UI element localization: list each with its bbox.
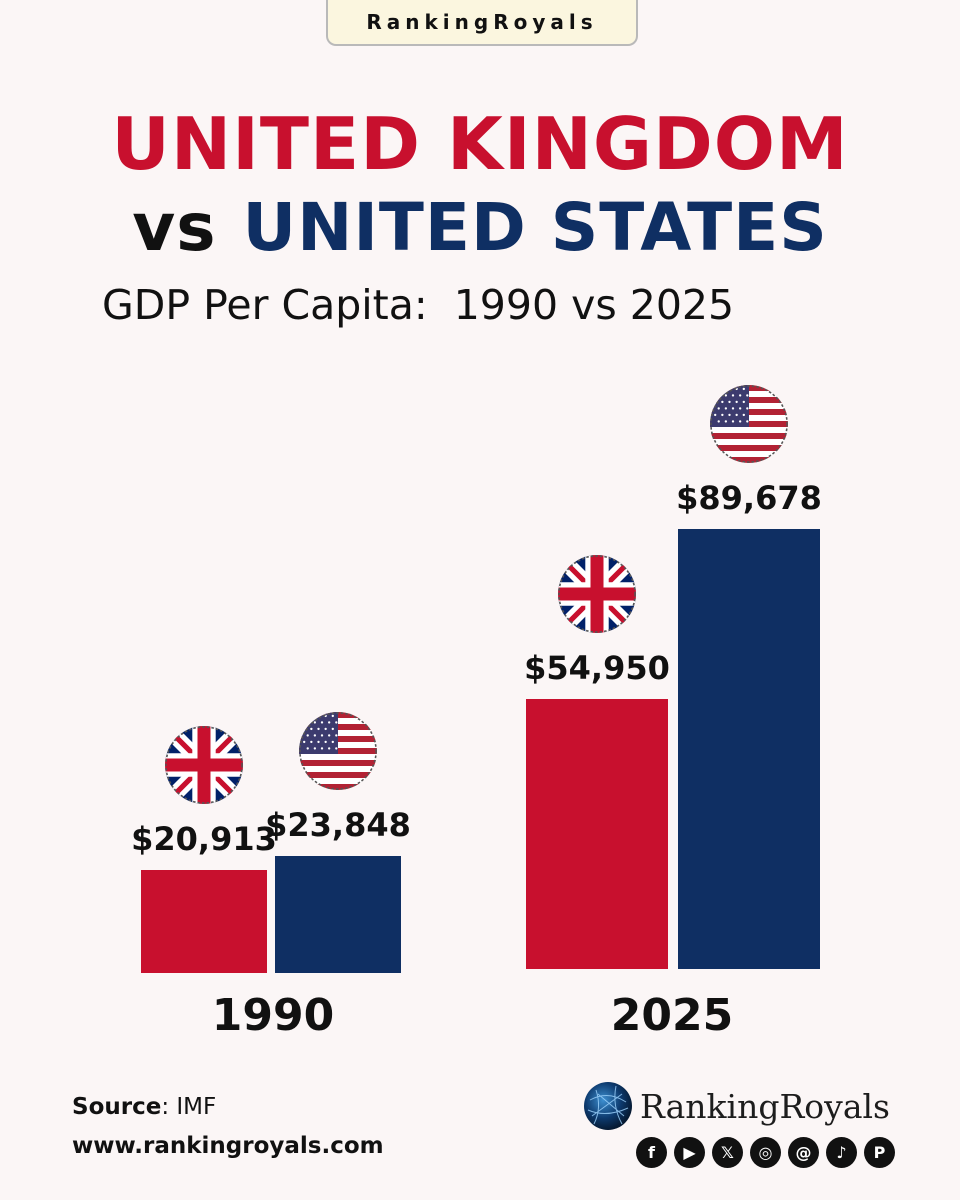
us-flag-icon: [710, 385, 788, 463]
instagram-icon[interactable]: ◎: [750, 1137, 781, 1168]
source-label: Source: [72, 1094, 162, 1120]
data-label-uk-2025: $54,950: [524, 649, 670, 687]
bar-uk-2025: [526, 699, 668, 969]
tiktok-icon[interactable]: ♪: [826, 1137, 857, 1168]
bar-uk-1990: [141, 870, 267, 973]
x-tick-label-1990: 1990: [212, 990, 334, 1041]
data-label-us-2025: $89,678: [676, 479, 822, 517]
youtube-icon[interactable]: ▶: [674, 1137, 705, 1168]
source-line: Source: IMF: [72, 1094, 216, 1120]
uk-flag-icon: [165, 726, 243, 804]
pinterest-icon[interactable]: P: [864, 1137, 895, 1168]
website-link[interactable]: www.rankingroyals.com: [72, 1133, 384, 1159]
globe-logo-icon: [584, 1082, 632, 1130]
us-flag-icon: [299, 712, 377, 790]
x-tick-label-2025: 2025: [611, 990, 733, 1041]
bar-us-2025: [678, 529, 820, 969]
uk-flag-icon: [558, 555, 636, 633]
social-icons: f ▶ 𝕏 ◎ @ ♪ P: [636, 1137, 895, 1168]
chart-subtitle: GDP Per Capita: 1990 vs 2025: [102, 281, 735, 329]
title-uk: UNITED KINGDOM: [111, 102, 849, 186]
logo-text: RankingRoyals: [640, 1086, 890, 1126]
bar-us-1990: [275, 856, 401, 973]
title-vs-us: vs UNITED STATES: [0, 186, 960, 270]
threads-icon[interactable]: @: [788, 1137, 819, 1168]
facebook-icon[interactable]: f: [636, 1137, 667, 1168]
x-icon[interactable]: 𝕏: [712, 1137, 743, 1168]
title-us: UNITED STATES: [242, 189, 828, 266]
data-label-uk-1990: $20,913: [131, 820, 277, 858]
brand-badge: RankingRoyals: [326, 0, 638, 46]
brand-logo: RankingRoyals: [582, 1080, 890, 1132]
title-vs: vs: [132, 189, 217, 266]
brand-badge-text: RankingRoyals: [366, 10, 598, 34]
source-value: : IMF: [161, 1094, 217, 1120]
data-label-us-1990: $23,848: [265, 806, 411, 844]
